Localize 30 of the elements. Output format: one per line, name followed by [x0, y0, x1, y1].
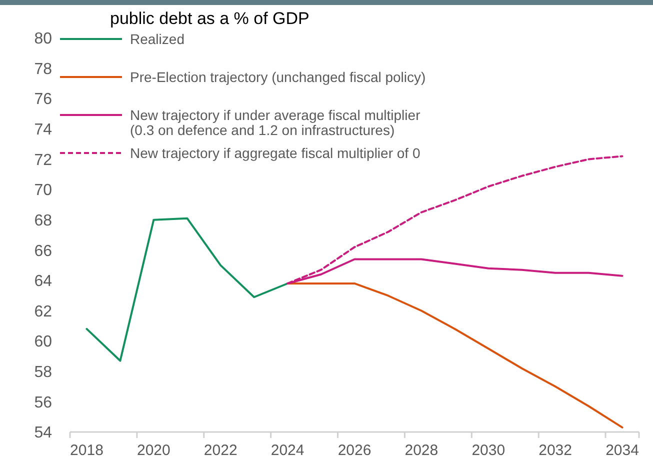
y-tick-label: 68 [34, 212, 52, 230]
legend-label: Realized [130, 31, 184, 47]
x-tick-label: 2020 [136, 442, 170, 459]
x-tick-label: 2032 [538, 442, 572, 459]
legend-label: Pre-Election trajectory (unchanged fiscal policy) [130, 69, 426, 85]
x-tick-label: 2024 [270, 442, 304, 459]
y-tick-label: 64 [34, 273, 52, 290]
legend-label: New trajectory if aggregate fiscal multiplier of 0 [130, 145, 420, 161]
x-tick-label: 2030 [472, 442, 506, 459]
y-tick-label: 54 [34, 424, 52, 442]
x-tick-label: 2026 [338, 442, 372, 459]
y-tick-label: 76 [34, 91, 52, 108]
y-tick-label: 70 [34, 182, 52, 200]
line-series [86, 217, 289, 362]
y-tick-label: 80 [34, 30, 52, 48]
y-tick-label: 72 [34, 152, 52, 169]
x-tick-label: 2018 [70, 442, 104, 459]
y-tick-label: 62 [34, 303, 52, 320]
y-tick-label: 66 [34, 242, 52, 260]
x-tick-label: 2028 [404, 442, 438, 459]
chart-title: public debt as a % of GDP [110, 9, 310, 28]
y-tick-label: 56 [34, 394, 52, 412]
x-tick-label: 2034 [606, 442, 639, 459]
y-tick-label: 60 [34, 334, 52, 351]
x-tick-label: 2022 [204, 442, 238, 459]
legend-label: New trajectory if under average fiscal multiplier (0.3 on defence and 1.2 on infrastructures) [130, 107, 421, 138]
y-tick-label: 78 [34, 60, 52, 78]
line-series [286, 282, 624, 428]
y-tick-label: 74 [34, 122, 52, 139]
y-tick-label: 58 [34, 364, 52, 381]
